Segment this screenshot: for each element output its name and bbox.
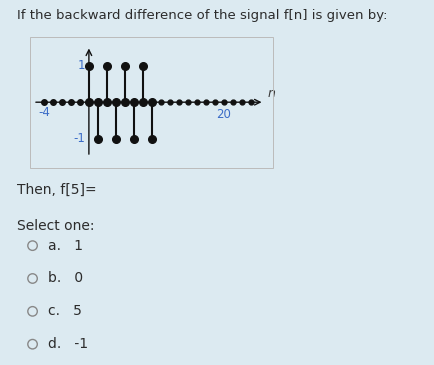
Text: d.   -1: d. -1 bbox=[48, 337, 88, 351]
Text: If the backward difference of the signal f[n] is given by:: If the backward difference of the signal… bbox=[17, 9, 388, 22]
Text: -1: -1 bbox=[73, 132, 85, 145]
Text: c.   5: c. 5 bbox=[48, 304, 82, 318]
Text: $n$: $n$ bbox=[267, 87, 276, 100]
Text: 20: 20 bbox=[217, 108, 231, 121]
Text: Select one:: Select one: bbox=[17, 219, 95, 233]
Text: Then, f[5]=: Then, f[5]= bbox=[17, 182, 97, 196]
Text: -4: -4 bbox=[38, 106, 50, 119]
Text: 1: 1 bbox=[78, 59, 85, 72]
Text: b.   0: b. 0 bbox=[48, 272, 83, 285]
Text: a.   1: a. 1 bbox=[48, 239, 83, 253]
